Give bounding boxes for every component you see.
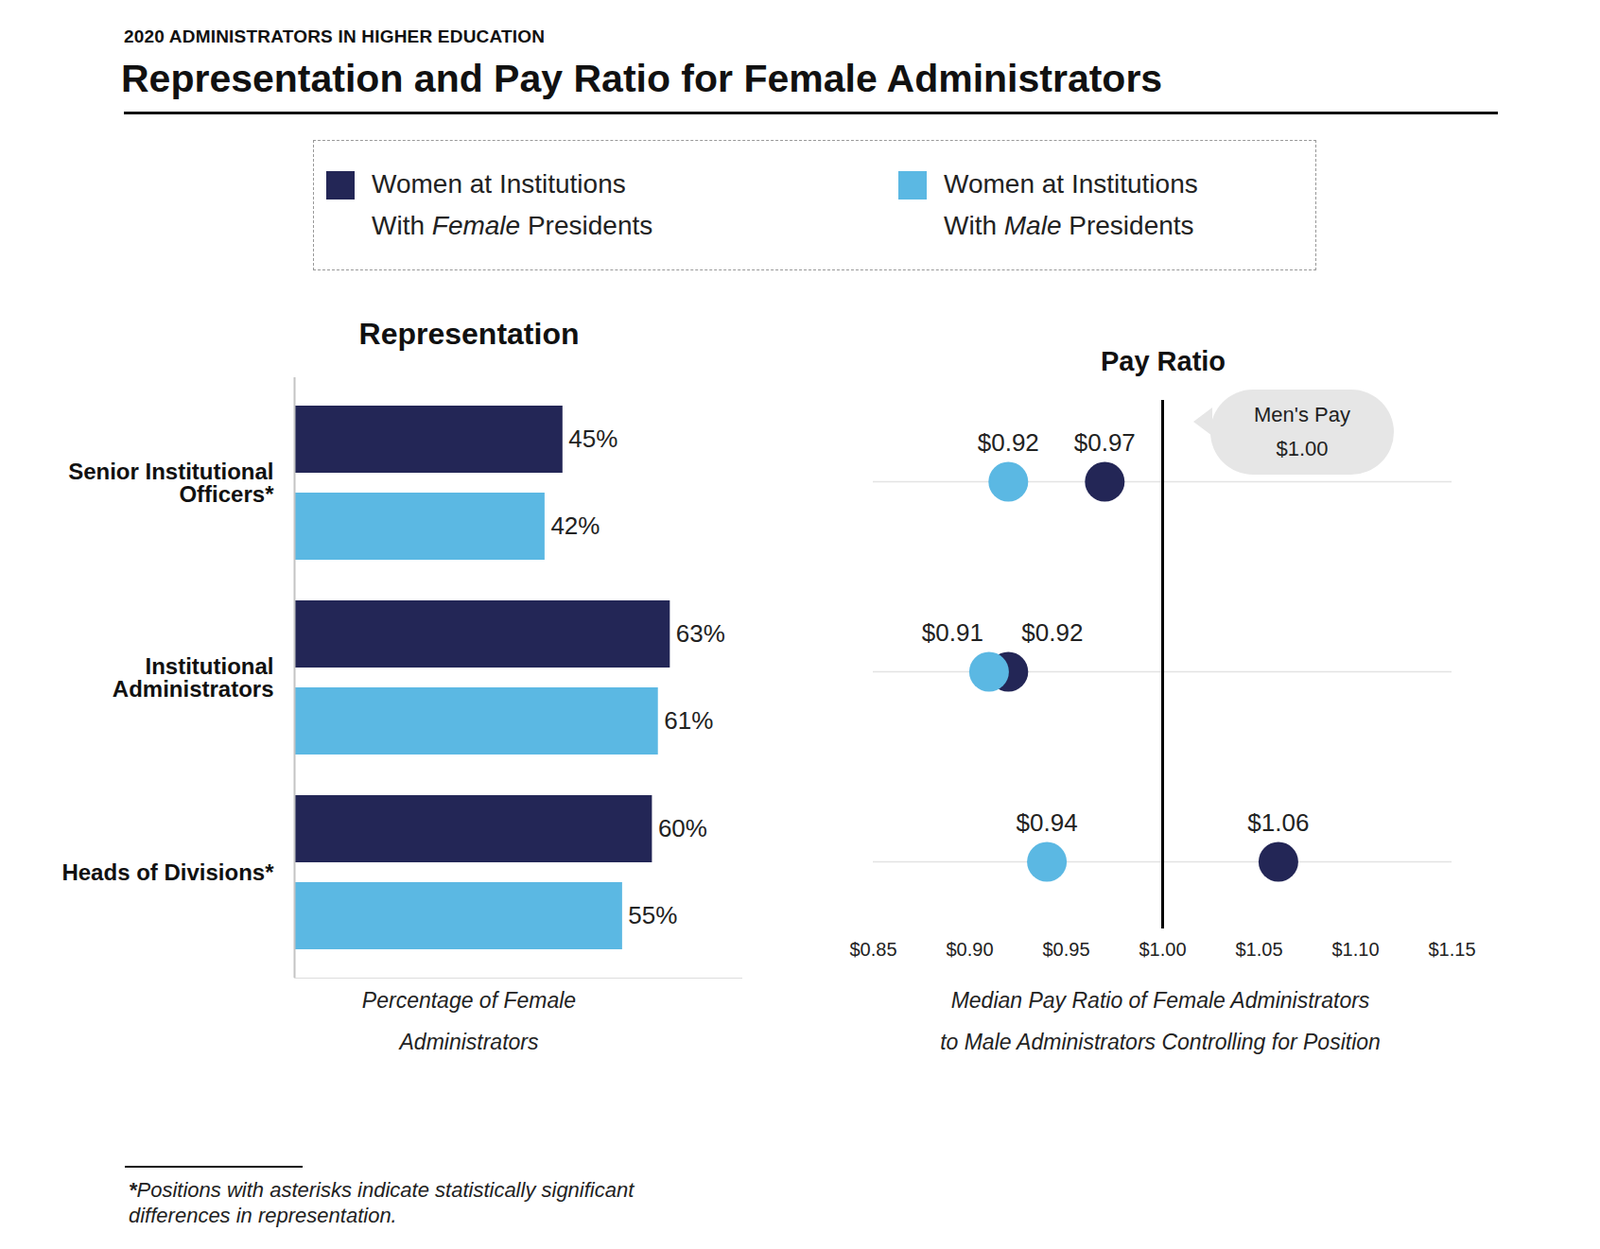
html-text:2020 ADMINISTRATORS IN HIGHER: 2020 ADMINISTRATORS IN HIGHER EDUCATION [123, 26, 545, 47]
svg-text:$0.92: $0.92 [977, 428, 1040, 457]
svg-text:Senior InstitutionalOfficers*: Senior InstitutionalOfficers* [68, 458, 275, 507]
html-text:Men's Pay: Men's Pay [1253, 402, 1351, 427]
svg-text:$1.15: $1.15 [1427, 939, 1476, 960]
svg-text:$0.91: $0.91 [921, 618, 984, 647]
svg-text:45%: 45% [568, 424, 618, 453]
svg-text:$0.94: $0.94 [1016, 808, 1079, 837]
svg-text:$1.06: $1.06 [1247, 808, 1309, 837]
svg-text:$0.95: $0.95 [1042, 939, 1090, 960]
html-text:Percentage of Female Administr: Percentage of Female Administrators [361, 988, 576, 1055]
svg-text:InstitutionalAdministrators: InstitutionalAdministrators [112, 653, 275, 702]
svg-text:$1.00: $1.00 [1138, 939, 1186, 960]
html-text:With Female Presidents: With Female Presidents [371, 210, 653, 241]
svg-text:Heads of Divisions*: Heads of Divisions* [61, 859, 275, 886]
html-text:Representation and Pay Ratio f: Representation and Pay Ratio for Female … [121, 56, 1163, 101]
svg-text:$0.92: $0.92 [1021, 618, 1083, 647]
svg-text:63%: 63% [676, 619, 726, 648]
svg-text:42%: 42% [550, 511, 600, 540]
svg-text:61%: 61% [663, 706, 714, 735]
svg-text:$0.85: $0.85 [849, 939, 897, 960]
html-text:Median Pay Ratio of Female Adm: Median Pay Ratio of Female Administrator… [940, 988, 1381, 1055]
svg-text:55%: 55% [627, 901, 678, 930]
html-text:* Positions with asterisks ind: * Positions with asterisks indicate stat… [128, 1178, 634, 1228]
html-text:Representation: Representation [358, 316, 580, 351]
svg-text:$0.97: $0.97 [1074, 428, 1136, 457]
html-text:Women at Institutions: Women at Institutions [371, 169, 626, 199]
svg-text:60%: 60% [658, 814, 708, 843]
html-text:With Male Presidents: With Male Presidents [943, 210, 1194, 241]
svg-text:$0.90: $0.90 [945, 939, 993, 960]
svg-text:$1.05: $1.05 [1234, 939, 1283, 960]
html-text:$1.00: $1.00 [1276, 436, 1329, 461]
html-text:Pay Ratio: Pay Ratio [1100, 346, 1226, 377]
svg-text:$1.10: $1.10 [1331, 939, 1379, 960]
html-text:Women at Institutions: Women at Institutions [943, 169, 1198, 199]
